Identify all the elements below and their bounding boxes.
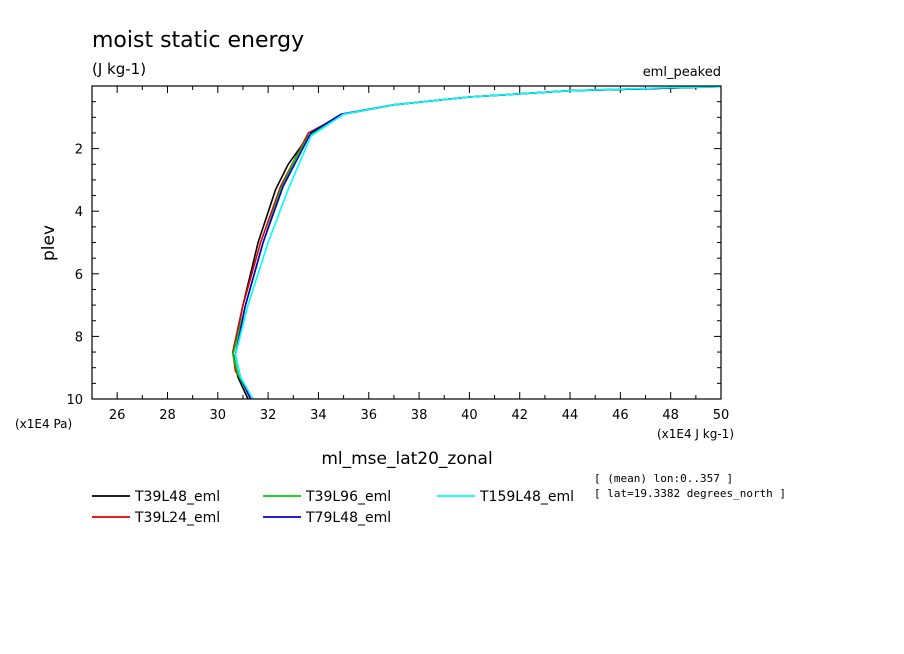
x-tick-label: 34 bbox=[310, 408, 327, 423]
legend-label-t39l48-eml: T39L48_eml bbox=[134, 489, 220, 505]
x-tick-label: 30 bbox=[210, 408, 227, 423]
x-units: (x1E4 J kg-1) bbox=[657, 427, 734, 441]
x-tick-label: 44 bbox=[562, 408, 579, 423]
chart-subtitle: (J kg-1) bbox=[92, 60, 146, 78]
legend-label-t39l24-eml: T39L24_eml bbox=[134, 510, 220, 526]
plot-frame bbox=[91, 85, 722, 400]
legend-label-t159l48-eml: T159L48_eml bbox=[479, 489, 574, 505]
x-tick-label: 48 bbox=[662, 408, 679, 423]
series-line-t39l24-eml bbox=[232, 86, 721, 399]
chart-title: moist static energy bbox=[92, 28, 304, 53]
y-tick-label: 6 bbox=[75, 268, 83, 283]
legend-label-t79l48-eml: T79L48_eml bbox=[305, 510, 391, 526]
x-tick-label: 38 bbox=[411, 408, 428, 423]
x-tick-labels: 26 28 30 32 34 36 38 40 42 44 46 48 50 bbox=[109, 408, 729, 423]
series-line-t39l48-eml bbox=[232, 86, 721, 399]
axis-ticks bbox=[91, 85, 722, 400]
annotation-lat: [ lat=19.3382 degrees_north ] bbox=[594, 487, 786, 500]
series-lines bbox=[232, 86, 721, 399]
y-tick-label: 8 bbox=[75, 330, 83, 345]
x-tick-label: 40 bbox=[461, 408, 478, 423]
series-line-t39l96-eml bbox=[232, 86, 721, 399]
x-tick-label: 50 bbox=[713, 408, 730, 423]
legend: T39L48_eml T39L96_eml T159L48_eml T39L24_em… bbox=[92, 489, 574, 526]
experiment-label: eml_peaked bbox=[643, 65, 721, 80]
series-line-t159l48-eml bbox=[234, 86, 721, 399]
x-tick-label: 46 bbox=[612, 408, 629, 423]
legend-label-t39l96-eml: T39L96_eml bbox=[305, 489, 391, 505]
y-tick-label: 10 bbox=[66, 393, 83, 408]
x-tick-label: 28 bbox=[159, 408, 176, 423]
x-tick-label: 32 bbox=[260, 408, 277, 423]
y-axis-label: plev bbox=[39, 225, 59, 261]
annotation-lon: [ (mean) lon:0..357 ] bbox=[594, 472, 733, 485]
x-axis-label: ml_mse_lat20_zonal bbox=[321, 449, 492, 469]
x-tick-label: 42 bbox=[511, 408, 528, 423]
y-tick-label: 2 bbox=[75, 143, 83, 158]
x-tick-label: 26 bbox=[109, 408, 126, 423]
y-units: (x1E4 Pa) bbox=[15, 417, 72, 431]
x-tick-label: 36 bbox=[360, 408, 377, 423]
y-tick-label: 4 bbox=[75, 205, 83, 220]
y-tick-labels: 2 4 6 8 10 bbox=[66, 143, 83, 408]
